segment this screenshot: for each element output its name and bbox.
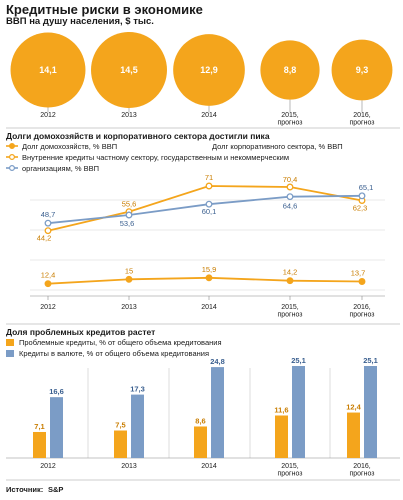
bar-value-label: 11,6 [274,405,288,414]
bar-value-label: 7,5 [115,421,125,430]
bar-value-label: 16,6 [49,387,64,396]
line-point-label: 55,6 [122,200,137,209]
gdp-year-label: прогноз [349,120,374,127]
gdp-year-label: прогноз [277,120,302,127]
gdp-bubble-label: 14,5 [120,65,138,75]
line-point-label: 62,3 [353,204,368,213]
line-point [286,277,294,285]
bar-chart-year-label: 2013 [121,463,137,470]
line-series [47,276,363,285]
bar [364,366,377,458]
bar-value-label: 24,8 [210,357,225,366]
page-title: Кредитные риски в экономике [6,2,203,17]
line-point [205,274,213,282]
gdp-year-label: 2016, [353,112,371,119]
line-point-label: 53,6 [120,219,135,228]
line-legend-label: Внутренние кредиты частному сектору, гос… [22,153,289,162]
bar-value-label: 7,1 [34,422,44,431]
line-point [125,275,133,283]
gdp-bubble-label: 8,8 [284,65,297,75]
gdp-bubble [91,32,167,108]
bar [275,415,288,458]
line-chart-year-label: прогноз [349,312,374,319]
line-point-label: 60,1 [202,207,217,216]
gdp-year-label: 2012 [40,112,56,119]
bar-legend-swatch [6,350,14,357]
bar [114,430,127,458]
bar [33,431,46,458]
line-chart-title: Долги домохозяйств и корпоративного сект… [6,131,270,141]
bar-value-label: 8,6 [195,416,205,425]
gdp-year-label: 2014 [201,112,217,119]
bar [131,394,144,458]
line-point [44,227,52,235]
source-label: Источник: [6,485,43,494]
line-point-label: 15 [125,266,133,275]
line-chart-year-label: 2015, [281,304,299,311]
bar-chart-year-label: прогноз [277,471,302,478]
line-point [125,211,133,219]
bar [50,397,63,458]
line-point [286,193,294,201]
source-value: S&P [48,485,63,494]
line-legend-marker [9,165,16,172]
gdp-bubble-label: 12,9 [200,65,218,75]
gdp-bubble [10,32,86,108]
line-chart-year-label: 2016, [353,304,371,311]
bar-value-label: 25,1 [291,356,306,365]
bar-chart-year-label: 2016, [353,463,371,470]
gdp-bubble-label: 9,3 [356,65,369,75]
line-chart-year-label: 2012 [40,304,56,311]
bar-chart-title: Доля проблемных кредитов растет [6,327,155,337]
line-point-label: 71 [205,173,213,182]
line-chart-year-label: 2014 [201,304,217,311]
line-legend-marker [9,143,16,150]
gdp-bubble [260,40,320,100]
line-point-label: 70,4 [283,175,298,184]
bar-chart-year-label: 2015, [281,463,299,470]
line-legend-label: Долг домохозяйств, % ВВП [22,142,117,151]
line-point-label: 15,9 [202,265,217,274]
line-point [358,278,366,285]
bar-value-label: 25,1 [363,356,378,365]
line-legend-label: организациям, % ВВП [22,164,99,173]
line-point [205,182,213,190]
line-point [205,200,213,208]
bar-value-label: 12,4 [346,403,361,412]
bar-chart-year-label: 2014 [201,463,217,470]
line-point [286,183,294,191]
line-point-label: 12,4 [41,271,56,280]
gdp-year-label: 2015, [281,112,299,119]
bar-legend-swatch [6,339,14,346]
bar [211,367,224,458]
line-point-label: 44,2 [37,234,52,243]
line-point [44,219,52,227]
gdp-year-label: 2013 [121,112,137,119]
line-point-label: 48,7 [41,210,56,219]
line-point [44,280,52,288]
line-legend-label: Долг корпоративного сектора, % ВВП [212,142,343,151]
bar [347,412,360,458]
bar-chart-year-label: прогноз [349,471,374,478]
bar-value-label: 17,3 [130,385,145,394]
gdp-bubble [331,39,393,101]
page-subtitle: ВВП на душу населения, $ тыс. [6,16,154,27]
bar [292,366,305,458]
bar-chart-year-label: 2012 [40,463,56,470]
bar [194,426,207,458]
gdp-bubble-label: 14,1 [39,65,57,75]
line-point-label: 14,2 [283,268,298,277]
gdp-bubble [173,34,245,106]
bar-legend-label: Проблемные кредиты, % от общего объема к… [19,338,222,347]
line-legend-marker [9,154,16,161]
bar-legend-label: Кредиты в валюте, % от общего объема кре… [19,349,209,358]
line-point-label: 64,6 [283,202,298,211]
line-point [358,192,366,200]
line-point-label: 13,7 [351,269,366,278]
line-point-label: 65,1 [359,183,374,192]
line-chart-year-label: прогноз [277,312,302,319]
line-chart-year-label: 2013 [121,304,137,311]
